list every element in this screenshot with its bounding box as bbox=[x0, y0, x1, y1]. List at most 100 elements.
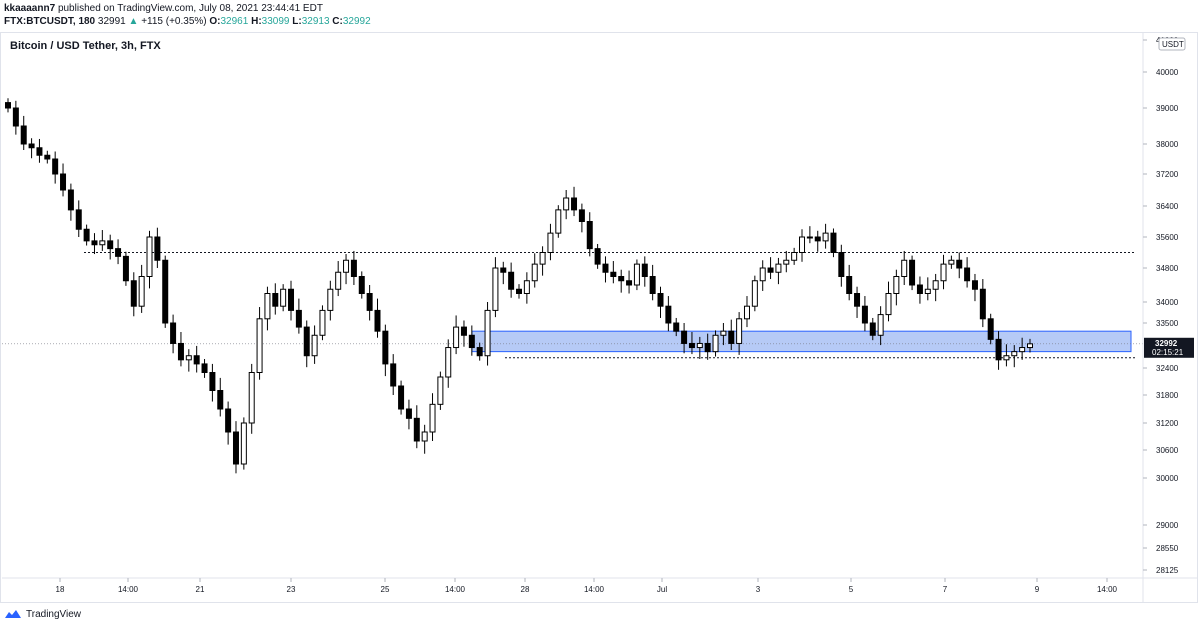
candle-body[interactable] bbox=[272, 293, 279, 307]
candle-body[interactable] bbox=[940, 263, 947, 282]
candle-body[interactable] bbox=[987, 318, 994, 340]
candle-body[interactable] bbox=[508, 271, 515, 290]
candle-body[interactable] bbox=[319, 309, 326, 336]
candle-body[interactable] bbox=[948, 259, 955, 265]
candle-body[interactable] bbox=[751, 280, 758, 307]
candle-body[interactable] bbox=[901, 259, 908, 277]
candle-body[interactable] bbox=[1011, 351, 1018, 357]
candle-body[interactable] bbox=[1019, 347, 1026, 353]
candle-body[interactable] bbox=[358, 276, 365, 294]
candle-body[interactable] bbox=[107, 240, 114, 250]
candle-body[interactable] bbox=[665, 305, 672, 324]
candle-body[interactable] bbox=[649, 276, 656, 294]
candle-body[interactable] bbox=[12, 107, 19, 127]
candle-body[interactable] bbox=[838, 252, 845, 277]
candle-body[interactable] bbox=[36, 147, 43, 156]
candle-body[interactable] bbox=[547, 232, 554, 253]
candle-body[interactable] bbox=[720, 330, 727, 336]
candle-body[interactable] bbox=[60, 173, 67, 191]
candle-body[interactable] bbox=[335, 271, 342, 290]
candle-body[interactable] bbox=[225, 408, 232, 433]
candle-body[interactable] bbox=[429, 403, 436, 433]
candle-body[interactable] bbox=[99, 240, 106, 246]
author-name[interactable]: kkaaaann7 bbox=[4, 3, 56, 14]
candle-body[interactable] bbox=[1003, 355, 1010, 361]
candle-body[interactable] bbox=[783, 259, 790, 265]
candle-body[interactable] bbox=[374, 309, 381, 332]
candle-body[interactable] bbox=[704, 342, 711, 353]
candle-body[interactable] bbox=[814, 236, 821, 242]
candle-body[interactable] bbox=[877, 314, 884, 336]
candle-body[interactable] bbox=[390, 363, 397, 387]
candle-body[interactable] bbox=[594, 248, 601, 265]
candle-body[interactable] bbox=[492, 267, 499, 311]
candle-body[interactable] bbox=[696, 342, 703, 349]
candle-body[interactable] bbox=[382, 330, 389, 365]
candle-body[interactable] bbox=[295, 309, 302, 328]
candle-body[interactable] bbox=[539, 252, 546, 265]
candle-body[interactable] bbox=[830, 232, 837, 253]
candle-body[interactable] bbox=[500, 267, 507, 273]
candle-body[interactable] bbox=[806, 236, 813, 239]
candle-body[interactable] bbox=[248, 372, 255, 424]
candle-body[interactable] bbox=[657, 293, 664, 307]
candle-body[interactable] bbox=[240, 422, 247, 465]
candle-body[interactable] bbox=[846, 276, 853, 294]
candle-body[interactable] bbox=[138, 276, 145, 307]
candle-body[interactable] bbox=[232, 431, 239, 465]
candle-body[interactable] bbox=[516, 288, 522, 294]
candle-body[interactable] bbox=[909, 259, 916, 286]
candle-body[interactable] bbox=[476, 347, 483, 357]
candle-body[interactable] bbox=[5, 102, 11, 109]
candle-body[interactable] bbox=[413, 417, 420, 442]
candle-body[interactable] bbox=[256, 318, 263, 373]
candle-body[interactable] bbox=[633, 263, 640, 286]
candle-body[interactable] bbox=[964, 267, 971, 282]
candle-body[interactable] bbox=[626, 280, 633, 286]
candle-body[interactable] bbox=[578, 209, 585, 222]
candle-body[interactable] bbox=[673, 322, 680, 332]
candle-body[interactable] bbox=[869, 322, 876, 336]
candle-body[interactable] bbox=[83, 228, 90, 242]
candle-body[interactable] bbox=[610, 271, 617, 277]
candle-body[interactable] bbox=[177, 342, 184, 361]
currency-badge[interactable] bbox=[1158, 37, 1186, 51]
candle-body[interactable] bbox=[979, 288, 986, 320]
candle-body[interactable] bbox=[453, 326, 460, 349]
candle-body[interactable] bbox=[885, 293, 892, 316]
candle-body[interactable] bbox=[854, 293, 861, 307]
candle-body[interactable] bbox=[366, 293, 373, 311]
candle-body[interactable] bbox=[916, 284, 923, 294]
candle-body[interactable] bbox=[799, 236, 806, 253]
candle-body[interactable] bbox=[641, 263, 648, 277]
candle-body[interactable] bbox=[767, 267, 774, 273]
candle-body[interactable] bbox=[311, 334, 318, 357]
candle-body[interactable] bbox=[995, 338, 1002, 361]
candle-body[interactable] bbox=[170, 322, 177, 344]
candle-body[interactable] bbox=[217, 390, 224, 410]
candle-body[interactable] bbox=[586, 221, 593, 250]
candle-body[interactable] bbox=[303, 326, 310, 357]
candle-body[interactable] bbox=[201, 363, 208, 373]
candle-body[interactable] bbox=[618, 276, 625, 282]
candle-body[interactable] bbox=[91, 240, 98, 246]
candle-body[interactable] bbox=[75, 209, 82, 230]
candle-body[interactable] bbox=[398, 385, 405, 410]
candle-body[interactable] bbox=[523, 280, 530, 294]
candle-body[interactable] bbox=[288, 288, 295, 311]
demand-zone-rect[interactable] bbox=[471, 330, 1132, 353]
candle-body[interactable] bbox=[484, 309, 491, 357]
footer-brand[interactable]: TradingView bbox=[4, 608, 81, 620]
candle-body[interactable] bbox=[421, 431, 428, 442]
candle-body[interactable] bbox=[563, 197, 570, 211]
candle-body[interactable] bbox=[1027, 343, 1033, 349]
candle-body[interactable] bbox=[791, 252, 798, 261]
candle-body[interactable] bbox=[468, 334, 475, 349]
candle-body[interactable] bbox=[932, 280, 939, 290]
candle-body[interactable] bbox=[712, 334, 719, 353]
candle-body[interactable] bbox=[146, 236, 153, 277]
candle-body[interactable] bbox=[264, 293, 271, 320]
candle-body[interactable] bbox=[130, 280, 137, 307]
candle-body[interactable] bbox=[924, 288, 931, 294]
